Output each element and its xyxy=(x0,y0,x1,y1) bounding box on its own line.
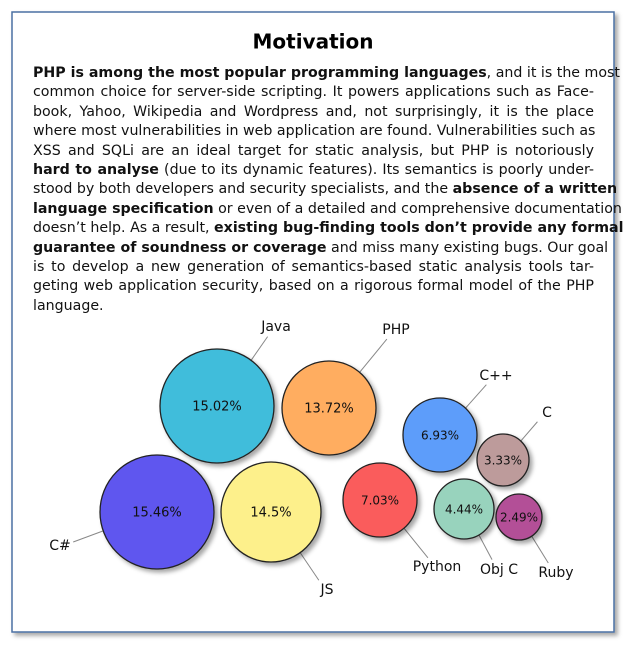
bubble xyxy=(159,348,275,464)
value-label: 13.72% xyxy=(304,402,354,417)
text-line: common choice for server-side scripting.… xyxy=(33,83,594,102)
text: (due to its dynamic features). Its seman… xyxy=(158,162,594,178)
leader-line xyxy=(250,336,269,361)
text: , and it is the most xyxy=(486,65,620,81)
bold-text: PHP is among the most popular programmin… xyxy=(33,65,487,81)
text: is to develop a new generation of semant… xyxy=(33,259,594,275)
bold-text: guarantee of soundness or coverage xyxy=(33,239,327,256)
bold-text: absence of a written xyxy=(452,181,618,198)
text: common choice for server-side scripting.… xyxy=(33,84,594,101)
text: doesn’t help. As a result, xyxy=(33,220,215,237)
category-label: Java xyxy=(260,319,291,335)
leader-line xyxy=(465,384,487,409)
bubble xyxy=(495,493,543,541)
text: where most vulnerabilities in web applic… xyxy=(33,123,596,140)
text-line: language. xyxy=(33,297,594,316)
category-label: PHP xyxy=(382,322,409,338)
leader-line xyxy=(403,527,429,559)
bubble xyxy=(99,454,215,570)
text-line: book, Yahoo, Wikipedia and Wordpress and… xyxy=(33,103,594,122)
leader-line xyxy=(73,530,104,543)
text: XSS and SQLi are an ideal target for sta… xyxy=(33,142,594,159)
bubble xyxy=(220,461,322,563)
value-label: 4.44% xyxy=(445,503,483,517)
category-label: Obj C xyxy=(480,562,518,578)
category-label: C xyxy=(542,405,552,421)
bubble xyxy=(342,462,418,538)
text-line: language specification or even of a deta… xyxy=(33,200,622,219)
category-label: Ruby xyxy=(538,565,573,581)
value-label: 14.5% xyxy=(250,506,291,521)
leader-line xyxy=(478,534,493,560)
value-label: 7.03% xyxy=(361,494,399,508)
text-line: XSS and SQLi are an ideal target for sta… xyxy=(33,142,594,161)
value-label: 2.49% xyxy=(500,511,538,525)
bold-text: hard to analyse xyxy=(33,162,159,178)
category-label: C# xyxy=(49,538,71,554)
title: Motivation xyxy=(253,30,374,54)
bold-text: existing bug-finding tools don’t provide… xyxy=(214,220,624,237)
bubble xyxy=(281,360,377,456)
category-label: Python xyxy=(413,559,462,575)
text-line: geting web application security, based o… xyxy=(33,277,594,296)
bubble xyxy=(402,397,478,473)
bold-text: language specification xyxy=(33,200,214,217)
bubble xyxy=(476,433,530,487)
bubble xyxy=(433,478,495,540)
text: geting web application security, based o… xyxy=(33,278,594,295)
text-line: is to develop a new generation of semant… xyxy=(33,258,594,277)
category-label: C++ xyxy=(479,368,512,384)
text: language. xyxy=(33,297,104,314)
leader-line xyxy=(299,552,320,581)
text: and miss many existing bugs. Our goal xyxy=(326,239,609,256)
value-label: 3.33% xyxy=(484,454,522,468)
text: or even of a detailed and comprehensive … xyxy=(213,200,622,217)
leader-line xyxy=(359,338,388,373)
text-line: PHP is among the most popular programmin… xyxy=(33,64,620,83)
value-label: 15.02% xyxy=(192,400,242,415)
leader-line xyxy=(531,535,549,564)
value-label: 15.46% xyxy=(132,506,182,521)
text: book, Yahoo, Wikipedia and Wordpress and… xyxy=(33,103,594,120)
leader-line xyxy=(520,421,538,442)
value-label: 6.93% xyxy=(421,429,459,443)
category-label: JS xyxy=(319,582,333,598)
text-line: stood by both developers and security sp… xyxy=(33,180,617,199)
text-line: hard to analyse (due to its dynamic feat… xyxy=(33,161,594,180)
text-line: doesn’t help. As a result, existing bug-… xyxy=(33,219,623,238)
text: stood by both developers and security sp… xyxy=(33,181,453,198)
text-line: where most vulnerabilities in web applic… xyxy=(33,122,596,141)
text-line: guarantee of soundness or coverage and m… xyxy=(33,239,608,258)
